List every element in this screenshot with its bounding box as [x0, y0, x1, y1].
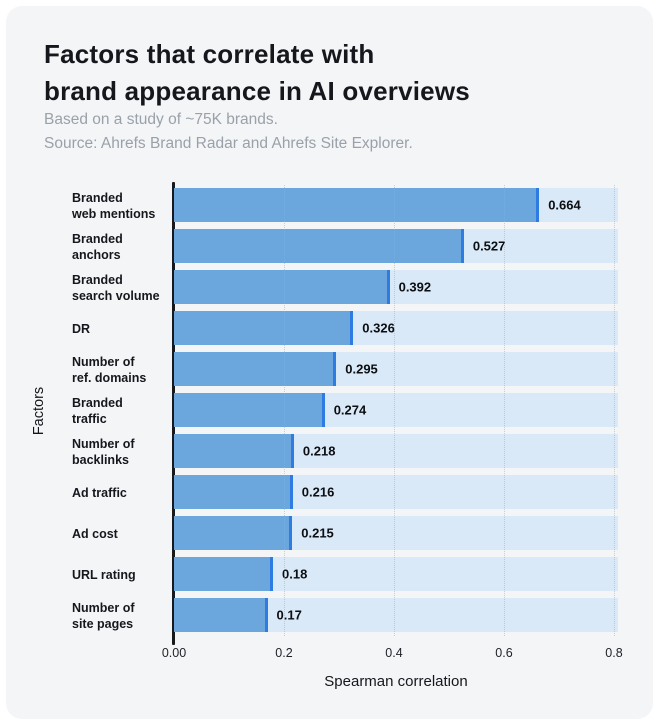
bar	[174, 270, 390, 304]
bar-value-label: 0.392	[398, 279, 432, 295]
bar-row: 0.295	[174, 352, 618, 386]
bar-row: 0.216	[174, 475, 618, 509]
category-label: Ad traffic	[72, 485, 127, 500]
category-label: DR	[72, 321, 91, 336]
bar-row: 0.527	[174, 229, 618, 263]
gridline	[614, 185, 615, 636]
bar-value-label: 0.218	[302, 443, 336, 459]
bar	[174, 188, 540, 222]
bar	[174, 229, 464, 263]
category-label: Branded web mentions	[72, 190, 156, 221]
x-tick-label: 0.6	[495, 646, 513, 660]
bar-value-label: 0.274	[333, 402, 367, 418]
y-axis-line	[172, 182, 175, 645]
category-label: Branded anchors	[72, 231, 123, 262]
y-axis-title-wrap: Factors	[26, 185, 52, 636]
bar-row: 0.18	[174, 557, 618, 591]
chart-card: Factors that correlate with brand appear…	[6, 6, 653, 719]
gridline	[504, 185, 505, 636]
category-label: Number of backlinks	[72, 436, 135, 467]
bar	[174, 516, 293, 550]
gridline	[394, 185, 395, 636]
bar-value-label: 0.17	[276, 607, 302, 623]
bar-value-label: 0.18	[282, 566, 308, 582]
category-label: Number of site pages	[72, 600, 135, 631]
chart-subtitle-source: Source: Ahrefs Brand Radar and Ahrefs Si…	[44, 135, 413, 152]
bar-value-label: 0.295	[345, 361, 378, 377]
y-axis-title: Factors	[31, 386, 47, 435]
chart-subtitle-study: Based on a study of ~75K brands.	[44, 111, 278, 128]
category-label: Branded search volume	[72, 272, 160, 303]
x-axis-title: Spearman correlation	[324, 673, 468, 690]
bar-row: 0.274	[174, 393, 618, 427]
x-tick-label: 0.8	[605, 646, 623, 660]
bar	[174, 352, 337, 386]
bar-row: 0.392	[174, 270, 618, 304]
bar	[174, 598, 268, 632]
bar-row: 0.218	[174, 434, 618, 468]
gridline	[284, 185, 285, 636]
bar	[174, 475, 293, 509]
x-axis-ticks: 0.00 0.2 0.4 0.6 0.8	[162, 646, 623, 664]
category-label: URL rating	[72, 567, 136, 582]
x-tick-label: 0.4	[385, 646, 403, 660]
bar	[174, 434, 294, 468]
category-label: Number of ref. domains	[72, 354, 147, 385]
chart-title: Factors that correlate with brand appear…	[44, 36, 470, 110]
chart-title-line-2: brand appearance in AI overviews	[44, 76, 470, 106]
bar-value-label: 0.216	[301, 484, 335, 500]
bar	[174, 557, 273, 591]
category-labels: Branded web mentions Branded anchors Brand…	[72, 185, 172, 636]
category-label: Ad cost	[72, 526, 118, 541]
plot-area: 0.664 0.527 0.392 0.326 0.295 0.274 0.218 0.216…	[174, 185, 618, 636]
bar-value-label: 0.215	[301, 525, 334, 541]
chart-title-line-1: Factors that correlate with	[44, 39, 375, 69]
bar-row: 0.17	[174, 598, 618, 632]
bar-row: 0.326	[174, 311, 618, 345]
bar-value-label: 0.664	[548, 197, 581, 213]
x-tick-label: 0.00	[161, 646, 187, 660]
bar-row: 0.215	[174, 516, 618, 550]
x-tick-label: 0.2	[275, 646, 293, 660]
bar	[174, 393, 325, 427]
bar	[174, 311, 354, 345]
bar-value-label: 0.326	[362, 320, 395, 336]
bar-value-label: 0.527	[472, 238, 506, 254]
bar-row: 0.664	[174, 188, 618, 222]
category-label: Branded traffic	[72, 395, 123, 426]
